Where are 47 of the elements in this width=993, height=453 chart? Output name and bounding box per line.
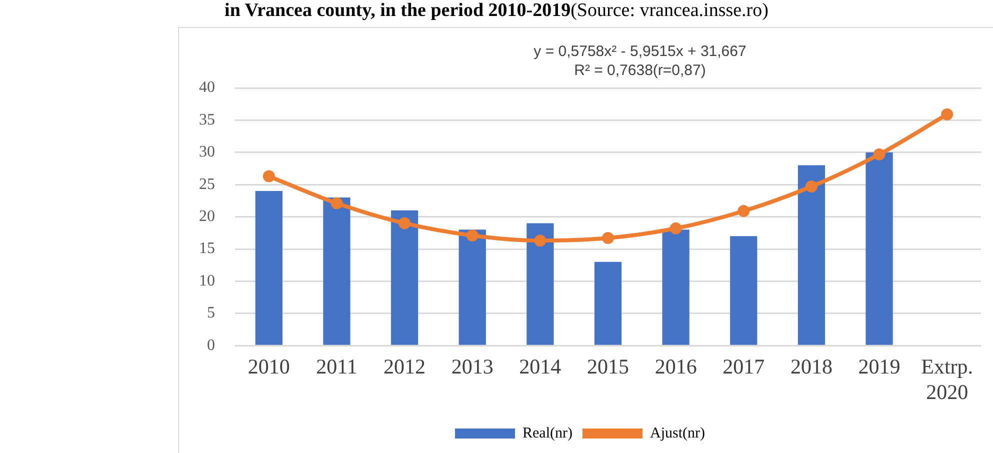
x-tick-label: Extrp. 2020 bbox=[921, 354, 974, 404]
bar bbox=[458, 230, 486, 345]
point bbox=[670, 222, 682, 234]
text: R² = 0,7638(r=0,87) bbox=[574, 62, 706, 79]
y-tick-label: 25 bbox=[199, 176, 215, 193]
chart-title: in Vrancea county, in the period 2010-2019 bbox=[224, 0, 571, 21]
x-tick-label: 2015 bbox=[587, 354, 629, 379]
point bbox=[602, 232, 614, 244]
bar bbox=[526, 223, 554, 345]
bar bbox=[798, 165, 826, 345]
x-tick-label: 2013 bbox=[451, 354, 494, 379]
y-tick-label: 20 bbox=[199, 208, 215, 226]
bar bbox=[255, 191, 282, 345]
y-tick-label: 0 bbox=[207, 336, 215, 354]
x-tick-label: 2012 bbox=[384, 354, 426, 379]
point bbox=[330, 197, 343, 210]
y-tick-label: 30 bbox=[199, 144, 215, 161]
point bbox=[738, 205, 750, 218]
y-tick-label: 40 bbox=[199, 79, 215, 96]
x-tick-label: 2019 bbox=[858, 354, 900, 379]
point bbox=[534, 234, 546, 247]
point bbox=[873, 148, 886, 160]
x-tick-label: 2017 bbox=[722, 354, 765, 379]
point bbox=[398, 217, 411, 230]
y-tick-label: 35 bbox=[199, 111, 215, 128]
bar bbox=[390, 210, 418, 345]
point bbox=[941, 108, 954, 120]
x-tick-label: 2016 bbox=[654, 354, 697, 379]
point bbox=[262, 170, 275, 182]
bar bbox=[866, 152, 893, 345]
y-tick-label: 15 bbox=[199, 240, 215, 258]
y-tick-label: 10 bbox=[199, 272, 215, 290]
text: (Source: vrancea.insse.ro) bbox=[570, 0, 768, 21]
x-tick-label: 2011 bbox=[316, 354, 358, 379]
bar bbox=[662, 230, 690, 345]
legend-label: Ajust(nr) bbox=[650, 425, 705, 442]
bar bbox=[730, 236, 758, 345]
x-tick-label: 2018 bbox=[790, 354, 832, 379]
x-tick-label: 2010 bbox=[248, 354, 290, 379]
legend-label: Real(nr) bbox=[522, 425, 573, 442]
x-tick-label: 2014 bbox=[519, 354, 562, 379]
y-tick-label: 5 bbox=[207, 304, 215, 322]
point bbox=[805, 180, 818, 193]
text: y = 0,5758x² - 5,9515x + 31,667 bbox=[534, 43, 746, 60]
point bbox=[466, 229, 478, 242]
bar bbox=[594, 262, 622, 345]
bar bbox=[323, 197, 350, 345]
